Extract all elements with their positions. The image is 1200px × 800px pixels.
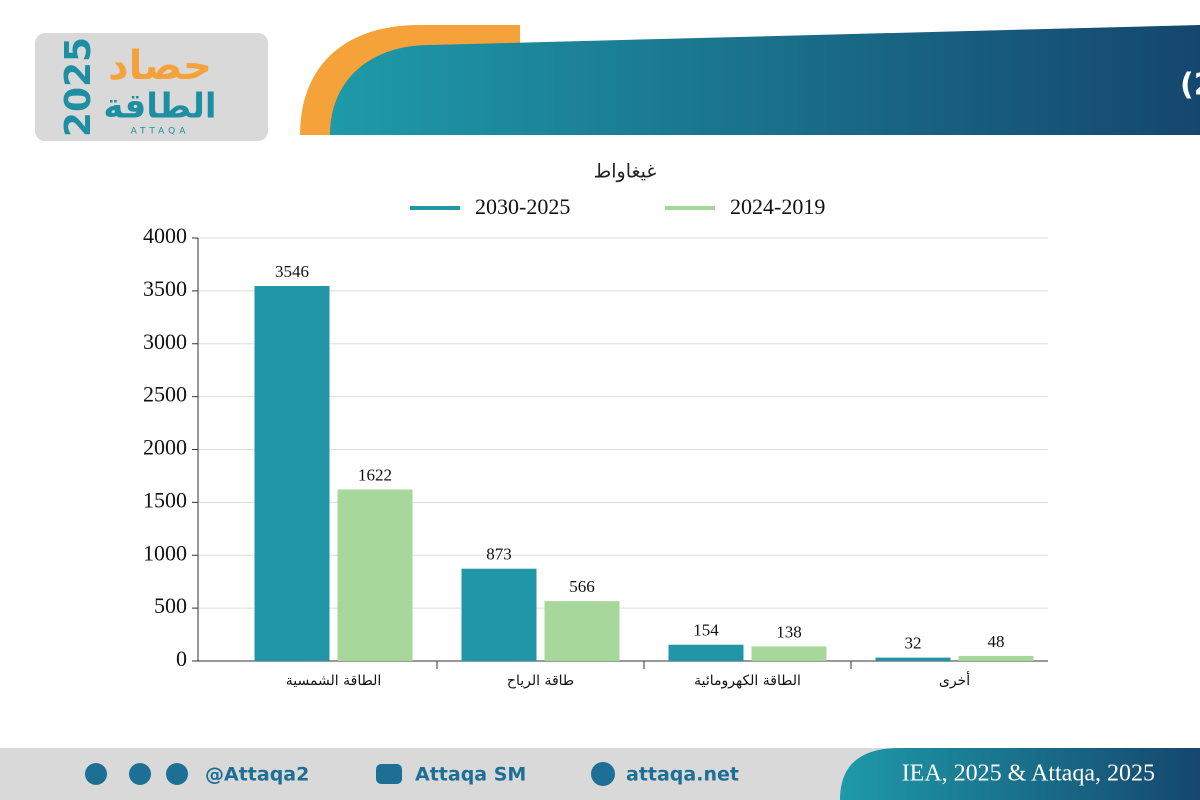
icon-x bbox=[85, 763, 107, 785]
y-tick-label: 0 bbox=[176, 646, 187, 671]
y-tick-label: 3000 bbox=[143, 329, 187, 354]
bar bbox=[254, 286, 330, 661]
plot: 0 500 1000 1500 2000 2500 3000 3500 4000 2030-202… bbox=[143, 194, 1048, 689]
y-tick-label: 2500 bbox=[143, 382, 187, 407]
bar bbox=[544, 601, 620, 661]
bar bbox=[461, 568, 537, 661]
logo-brand: الطاقة bbox=[103, 87, 216, 127]
y-tick-label: 1500 bbox=[143, 487, 187, 512]
source: IEA, 2025 & Attaqa, 2025 bbox=[902, 761, 1155, 787]
footer-accent bbox=[840, 748, 1200, 800]
logo-name: حصاد bbox=[108, 43, 212, 89]
bar bbox=[751, 646, 827, 661]
value-label: 873 bbox=[486, 545, 512, 564]
logo-year: 2025 bbox=[58, 37, 99, 137]
y-tick-label: 1000 bbox=[143, 540, 187, 565]
youtube: Attaqa SM bbox=[415, 764, 526, 786]
value-label: 1622 bbox=[358, 465, 392, 484]
value-label: 48 bbox=[988, 632, 1005, 651]
value-label: 154 bbox=[693, 621, 719, 640]
site: attaqa.net bbox=[626, 764, 739, 786]
x-tick-label: أخرى bbox=[939, 671, 970, 689]
value-label: 138 bbox=[776, 622, 802, 641]
unit-label: غيغاواط bbox=[594, 161, 657, 183]
legend-label: 2024-2019 bbox=[730, 194, 825, 219]
header-band bbox=[330, 25, 1200, 135]
bar bbox=[668, 644, 744, 661]
value-label: 3546 bbox=[275, 262, 309, 281]
value-label: 566 bbox=[569, 577, 595, 596]
logo-latin: ATTAQA bbox=[131, 127, 190, 137]
bar bbox=[958, 655, 1034, 661]
x-tick-label: الطاقة الشمسية bbox=[286, 673, 382, 689]
icon-instagram bbox=[129, 763, 151, 785]
y-tick-label: 4000 bbox=[143, 223, 187, 248]
icon-youtube bbox=[376, 764, 402, 784]
logo-box bbox=[35, 33, 268, 141]
bar bbox=[875, 657, 951, 661]
y-tick-label: 2000 bbox=[143, 435, 187, 460]
y-tick-label: 500 bbox=[154, 593, 187, 618]
legend-label: 2030-2025 bbox=[475, 194, 570, 219]
x-tick-label: الطاقة الكهرومائية bbox=[694, 673, 801, 689]
handle: @Attaqa2 bbox=[205, 764, 309, 786]
value-label: 32 bbox=[905, 634, 922, 653]
bar bbox=[337, 489, 413, 661]
chart-title: إضافات الطاقة المتجددة المتوقعة خلال الم… bbox=[1180, 68, 1200, 103]
x-tick-label: طاقة الرياح bbox=[507, 673, 574, 689]
y-tick-label: 3500 bbox=[143, 276, 187, 301]
icon-web bbox=[591, 762, 615, 786]
icon-facebook bbox=[166, 763, 188, 785]
